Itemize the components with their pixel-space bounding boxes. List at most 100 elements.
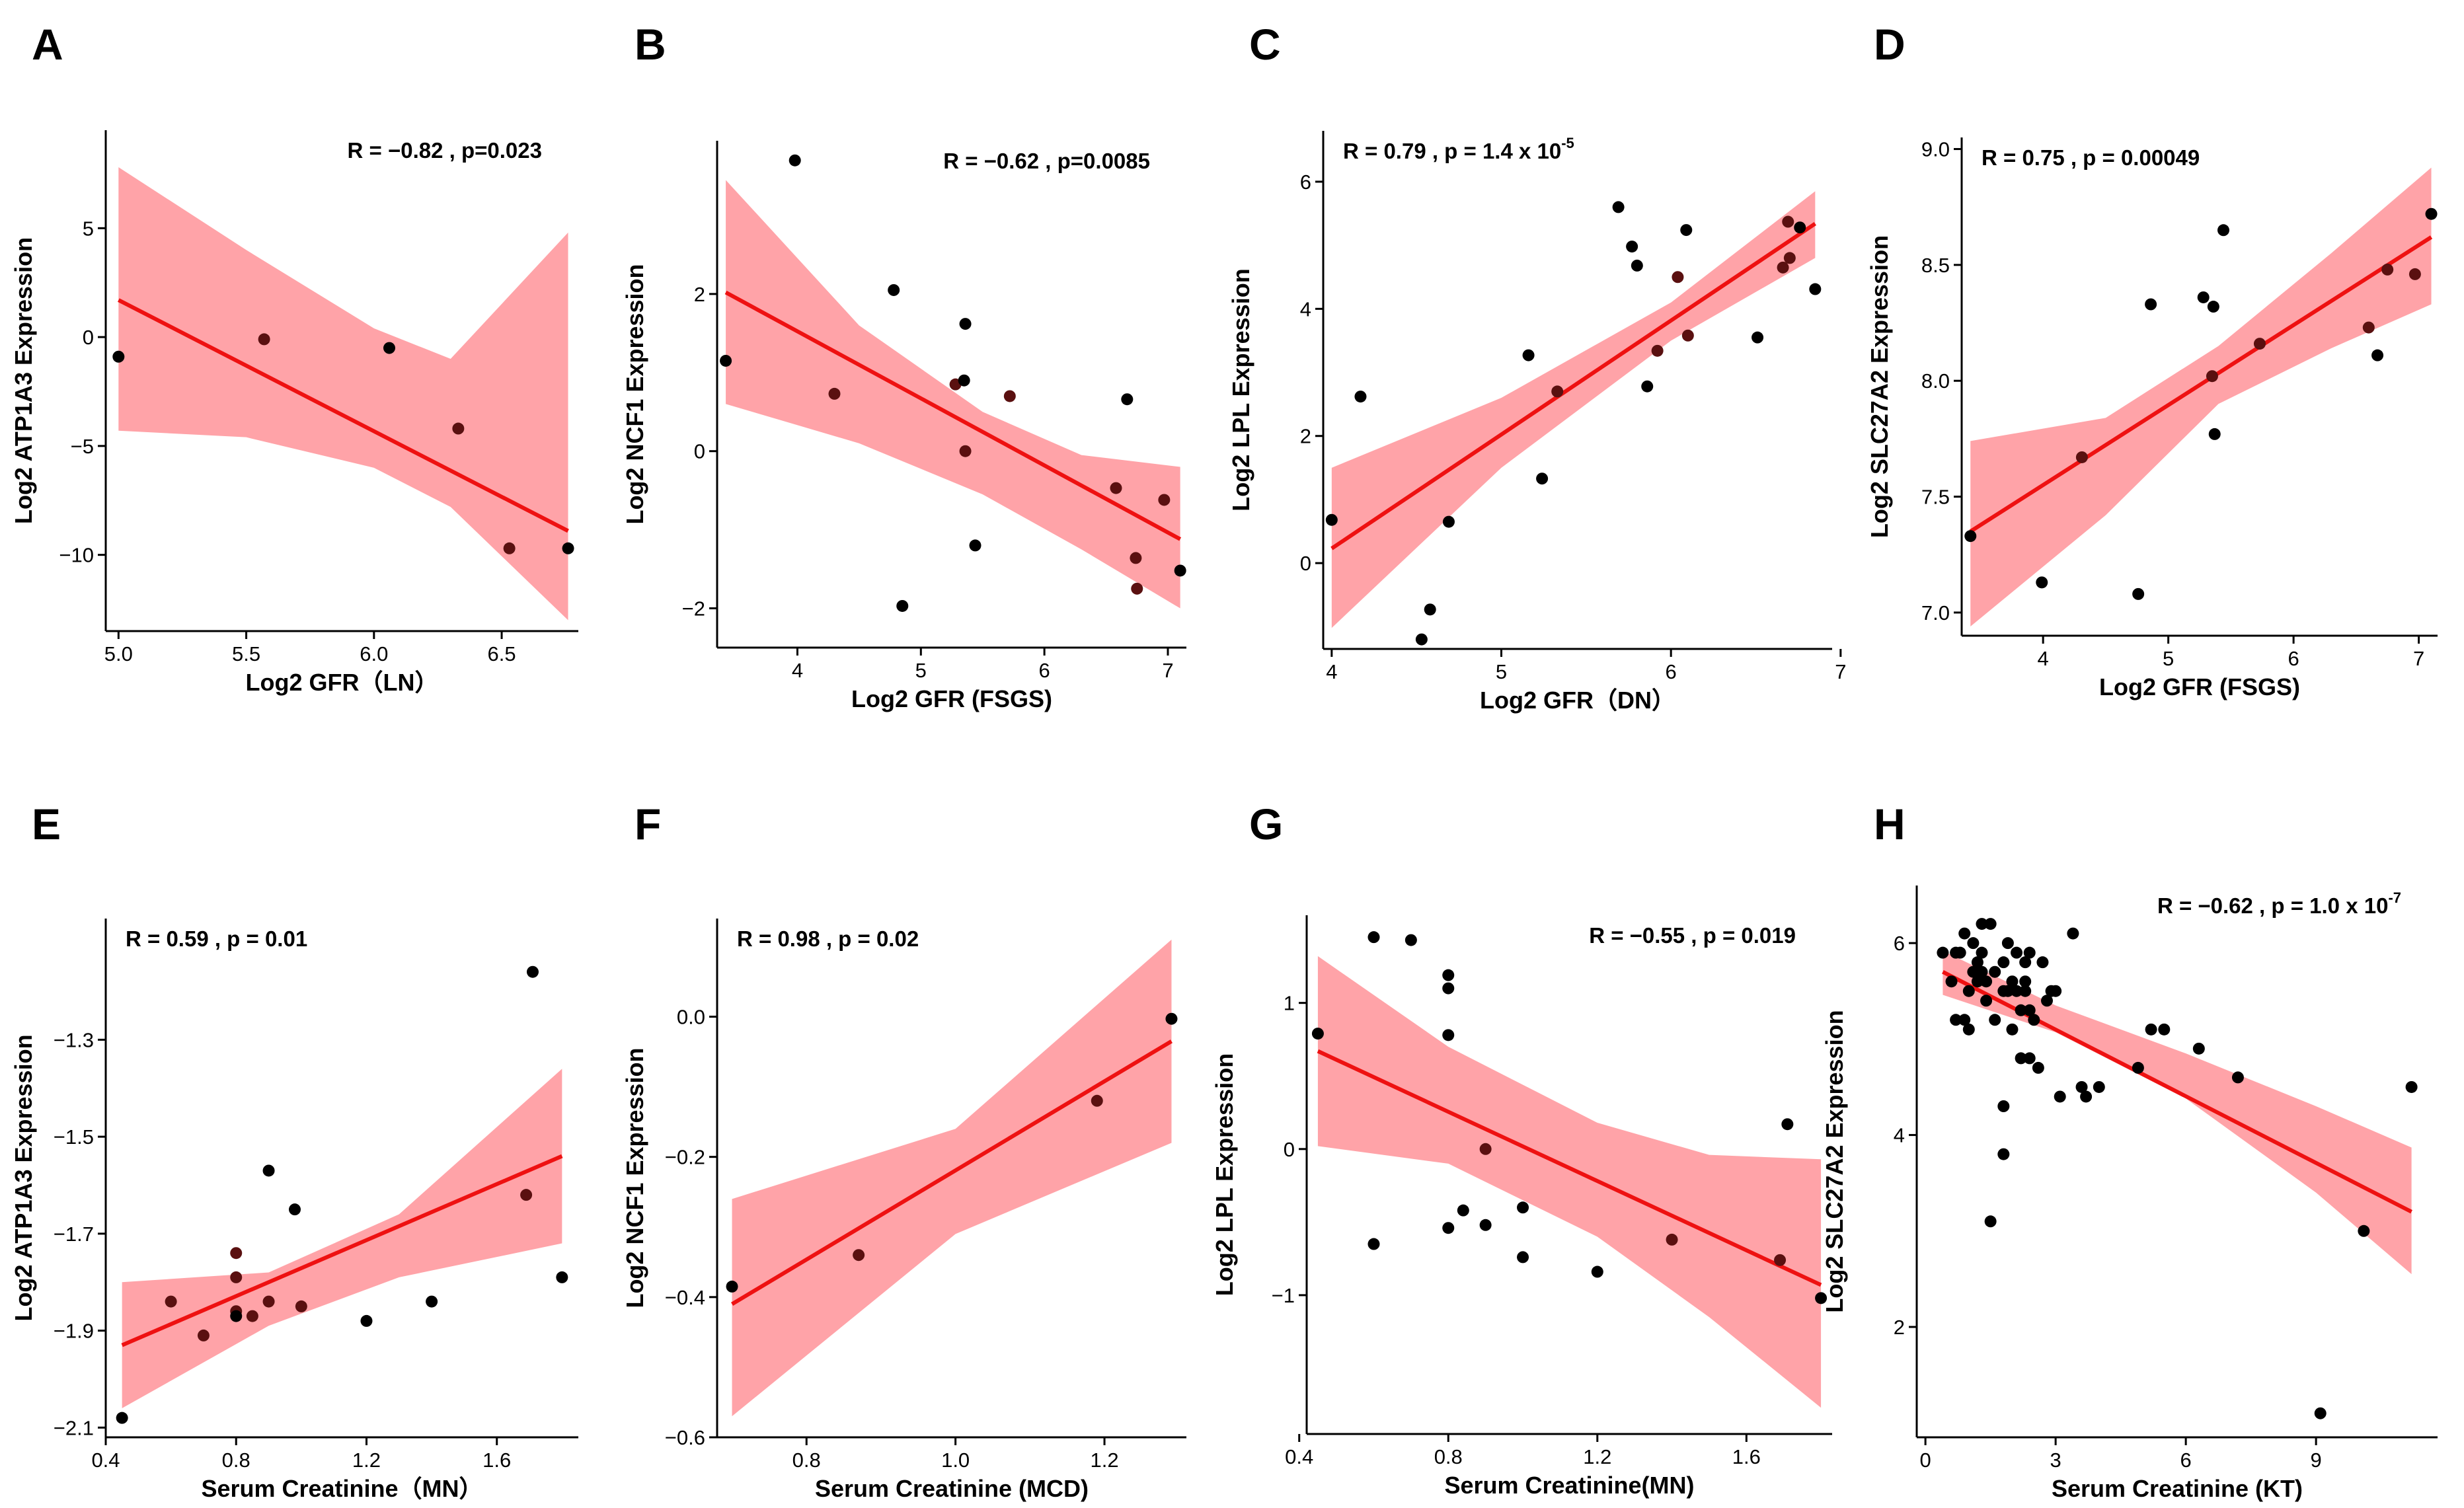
data-point-h: [2041, 995, 2053, 1007]
x-axis-title-c: Log2 GFR（DN）: [1480, 687, 1675, 714]
panel-letter-e: E: [32, 800, 61, 848]
x-tick-label-b: 5: [915, 659, 927, 682]
panel-a: A 5.0 5.5 6.0 6.5 5 0 −5 −10 Log2 GFR（LN） Log2 ATP…: [10, 20, 578, 696]
data-point-h: [1984, 918, 1997, 930]
data-point-h: [1997, 985, 2010, 997]
panel-h: H 0 3 6 9 6 4 2 Serum Creatinine (KT) Log2 SLC27A…: [1821, 800, 2438, 1502]
confidence-band-d: [1970, 167, 2432, 626]
regression-line-b: [724, 290, 1182, 541]
data-point-h: [2358, 1225, 2370, 1237]
data-point-b: [1158, 494, 1171, 506]
confidence-band-c: [1331, 191, 1816, 628]
x-tick-label-b: 4: [792, 659, 803, 682]
data-point-f: [1165, 1012, 1178, 1025]
x-axis-title-a: Log2 GFR（LN）: [246, 669, 439, 696]
data-point-e: [246, 1310, 258, 1322]
data-point-e: [197, 1329, 210, 1341]
data-point-g: [1517, 1251, 1529, 1263]
data-point-h: [2192, 1042, 2205, 1055]
data-point-h: [1967, 965, 1980, 978]
x-tick-label-d: 5: [2163, 647, 2174, 670]
data-point-g: [1442, 1222, 1455, 1234]
regression-line-f: [730, 1039, 1173, 1306]
data-point-c: [1782, 215, 1794, 228]
data-point-f: [853, 1249, 865, 1262]
data-point-c: [1631, 259, 1643, 272]
x-tick-label-e: 1.6: [482, 1449, 511, 1472]
data-point-g: [1517, 1201, 1529, 1214]
data-point-b: [896, 599, 909, 612]
y-axis-title-f: Log2 NCF1 Expression: [621, 1047, 648, 1308]
y-tick-label-g: −1: [1272, 1284, 1295, 1307]
data-point-a: [258, 333, 270, 346]
correlation-text: R = 0.98 , p = 0.02: [737, 926, 919, 951]
y-axis-title-e: Log2 ATP1A3 Expression: [10, 1034, 37, 1321]
data-point-d: [2197, 291, 2210, 303]
data-point-h: [1962, 1023, 1975, 1036]
x-tick-label-a: 6.0: [360, 642, 388, 665]
data-point-h: [2054, 1090, 2066, 1103]
data-point-e: [526, 965, 539, 978]
data-point-b: [959, 445, 972, 457]
y-tick-label-h: 4: [1894, 1124, 1905, 1147]
data-point-b: [958, 374, 970, 387]
data-point-h: [1997, 1100, 2010, 1112]
data-point-d: [2381, 263, 2394, 276]
data-point-h: [1989, 965, 2001, 978]
data-point-c: [1442, 515, 1455, 528]
x-tick-label-h: 9: [2311, 1449, 2322, 1472]
data-point-h: [2011, 985, 2023, 997]
panel-e: E 0.4 0.8 1.2 1.6 −1.3 −1.5 −1.7 −1.9 −2.1 Serum C…: [10, 800, 578, 1502]
data-point-b: [1003, 390, 1016, 402]
correlation-text: R = 0.75 , p = 0.00049: [1982, 145, 2200, 170]
y-tick-label-a: −10: [59, 544, 94, 567]
data-point-b: [1130, 552, 1142, 564]
data-point-h: [1976, 965, 1988, 978]
x-tick-label-h: 0: [1920, 1449, 1931, 1472]
data-point-h: [2093, 1080, 2105, 1093]
data-point-g: [1591, 1265, 1603, 1278]
correlation-text: R = −0.62 , p = 1.0 x 10: [2157, 893, 2388, 918]
data-point-a: [562, 542, 574, 554]
correlation-annotation-c: R = 0.79 , p = 1.4 x 10-5: [1343, 135, 1574, 163]
y-tick-label-f: −0.6: [665, 1426, 705, 1449]
correlation-annotation-b: R = −0.62 , p=0.0085: [943, 149, 1150, 173]
data-point-b: [1121, 393, 1134, 406]
y-tick-label-g: 1: [1284, 992, 1295, 1015]
data-point-b: [1174, 564, 1186, 577]
correlation-annotation-h: R = −0.62 , p = 1.0 x 10-7: [2157, 889, 2401, 918]
data-point-c: [1522, 349, 1535, 361]
data-point-h: [1937, 946, 1949, 959]
data-point-g: [1311, 1028, 1324, 1040]
data-point-h: [2023, 946, 2036, 959]
data-point-c: [1783, 252, 1796, 264]
data-point-h: [2231, 1071, 2244, 1084]
data-point-e: [520, 1189, 533, 1201]
x-tick-label-c: 5: [1496, 660, 1507, 683]
data-point-d: [2075, 451, 2088, 463]
data-point-h: [1976, 946, 1988, 959]
data-point-c: [1651, 344, 1664, 357]
data-point-c: [1354, 391, 1367, 403]
panel-g: G 0.4 0.8 1.2 1.6 1 0 −1 Serum Creatinine(MN) Log…: [1211, 800, 1832, 1499]
x-tick-label-g: 1.2: [1583, 1445, 1611, 1468]
data-point-c: [1794, 221, 1806, 234]
data-point-h: [2132, 1061, 2144, 1074]
data-point-g: [1457, 1204, 1469, 1217]
data-point-h: [1997, 956, 2010, 969]
y-axis-title-g: Log2 LPL Expression: [1211, 1053, 1238, 1296]
x-axis-title-h: Serum Creatinine (KT): [2052, 1475, 2303, 1502]
correlation-exponent: -7: [2388, 889, 2401, 906]
y-tick-label-d: 7.0: [1921, 601, 1950, 624]
data-point-h: [2023, 1004, 2036, 1016]
y-tick-label-a: −5: [71, 435, 94, 458]
data-point-h: [1980, 975, 1993, 988]
data-point-h: [2158, 1023, 2171, 1036]
y-tick-label-e: −1.9: [54, 1320, 94, 1343]
y-tick-label-h: 6: [1894, 932, 1905, 955]
data-point-c: [1777, 261, 1789, 274]
data-point-h: [2314, 1407, 2327, 1419]
data-point-h: [1971, 975, 1983, 988]
data-point-h: [1962, 985, 1975, 997]
data-point-c: [1612, 201, 1625, 213]
